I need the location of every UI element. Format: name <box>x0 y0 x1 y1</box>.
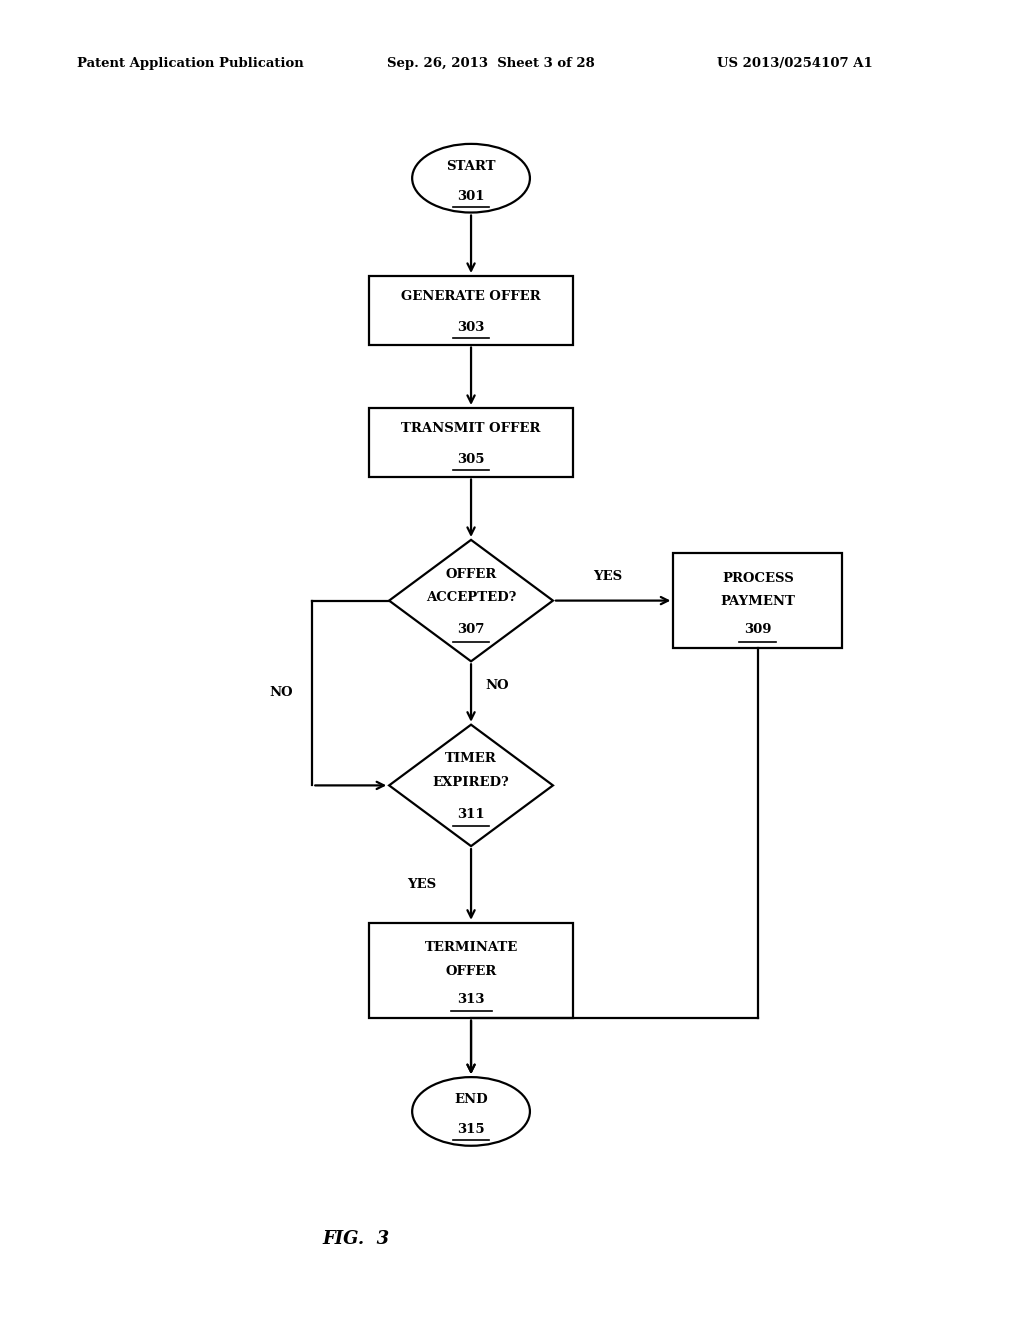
Bar <box>674 553 842 648</box>
Text: TRANSMIT OFFER: TRANSMIT OFFER <box>401 422 541 436</box>
Text: US 2013/0254107 A1: US 2013/0254107 A1 <box>717 57 872 70</box>
Bar <box>369 923 573 1018</box>
Text: END: END <box>455 1093 487 1106</box>
Text: FIG.  3: FIG. 3 <box>323 1230 390 1249</box>
Text: OFFER: OFFER <box>445 965 497 978</box>
Text: Sep. 26, 2013  Sheet 3 of 28: Sep. 26, 2013 Sheet 3 of 28 <box>387 57 595 70</box>
Text: YES: YES <box>594 570 623 583</box>
Bar <box>369 276 573 345</box>
Text: 301: 301 <box>458 190 484 203</box>
Text: PROCESS: PROCESS <box>722 572 794 585</box>
Text: 305: 305 <box>458 453 484 466</box>
Text: 311: 311 <box>458 808 484 821</box>
Text: START: START <box>446 160 496 173</box>
Text: 313: 313 <box>458 993 484 1006</box>
Bar <box>369 408 573 477</box>
Text: EXPIRED?: EXPIRED? <box>433 776 509 789</box>
Text: ACCEPTED?: ACCEPTED? <box>426 591 516 605</box>
Text: GENERATE OFFER: GENERATE OFFER <box>401 290 541 304</box>
Text: 303: 303 <box>458 321 484 334</box>
Text: YES: YES <box>408 878 436 891</box>
Text: NO: NO <box>485 678 510 692</box>
Text: Patent Application Publication: Patent Application Publication <box>77 57 303 70</box>
Text: TERMINATE: TERMINATE <box>424 941 518 954</box>
Text: PAYMENT: PAYMENT <box>720 595 796 609</box>
Text: 307: 307 <box>458 623 484 636</box>
Text: TIMER: TIMER <box>445 752 497 766</box>
Text: 315: 315 <box>458 1123 484 1137</box>
Text: NO: NO <box>269 686 294 700</box>
Text: 309: 309 <box>744 623 771 636</box>
Text: OFFER: OFFER <box>445 568 497 581</box>
